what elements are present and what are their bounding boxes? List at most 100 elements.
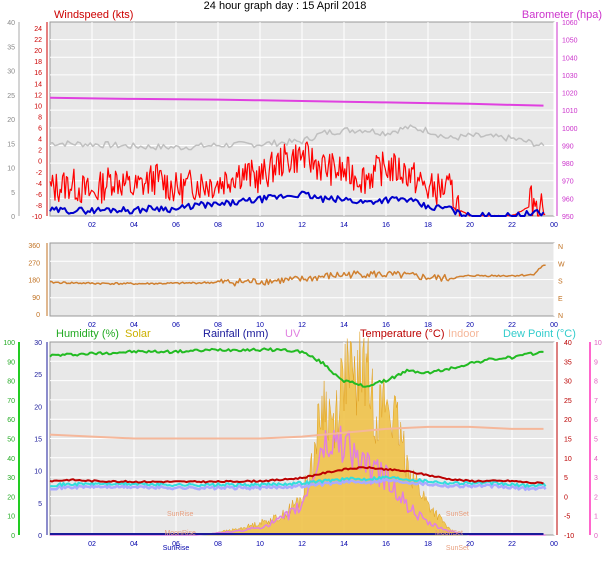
humidity-tick-label: 10 [7, 514, 15, 521]
dew-point-line [49, 475, 547, 488]
temperature-tick-label: 5 [564, 475, 568, 482]
x-tick-label: 00 [550, 222, 558, 229]
barometer-tick-label: 1030 [562, 73, 578, 80]
legend-entry: Solar [125, 328, 151, 340]
left-outer-tick-label: 15 [7, 141, 15, 148]
barometer-line [49, 96, 544, 107]
barometer-tick-label: 950 [562, 214, 574, 221]
x-tick-label: 22 [508, 541, 516, 548]
humidity-tick-label: 40 [7, 456, 15, 463]
x-tick-label: 18 [424, 541, 432, 548]
x-tick-label: 04 [130, 222, 138, 229]
x-tick-label: 08 [214, 322, 222, 329]
left-outer-tick-label: 30 [7, 69, 15, 76]
x-tick-label: 12 [298, 541, 306, 548]
humidity-tick-label: 100 [3, 340, 15, 347]
x-tick-label: 20 [466, 222, 474, 229]
direction-tick-label: 0 [36, 312, 40, 319]
wind-panel-axes: 02 04 06 08 10 12 14 16 18 20 22 000510152025303540… [7, 20, 577, 229]
temp-panel-axes: 02 04 06 08 10 12 14 16 18 20 22 000102030405060708… [3, 340, 602, 548]
windspeed-tick-label: 22 [34, 37, 42, 44]
uv-tick-label: 5 [594, 437, 598, 444]
barometer-tick-label: 980 [562, 161, 574, 168]
legend-entry: UV [285, 328, 301, 340]
rainfall-tick-label: 10 [34, 469, 42, 476]
uv-tick-label: 7 [594, 398, 598, 405]
barometer-axis-label: Barometer (hpa) [522, 9, 602, 21]
wind-barometer-panel: 02 04 06 08 10 12 14 16 18 20 22 000510152025303540… [7, 9, 602, 229]
left-outer-tick-label: 40 [7, 20, 15, 27]
x-tick-label: 14 [340, 322, 348, 329]
rainfall-tick-label: 30 [34, 340, 42, 347]
temperature-tick-label: 20 [564, 417, 572, 424]
x-tick-label: 06 [172, 541, 180, 548]
direction-tick-label: 90 [32, 295, 40, 302]
x-tick-label: 08 [214, 541, 222, 548]
barometer-tick-label: 990 [562, 143, 574, 150]
temp-panel-legend: Humidity (%) Solar Rainfall (mm) UV Temperat… [56, 328, 576, 340]
rainfall-tick-label: 15 [34, 437, 42, 444]
windspeed-tick-label: -8 [36, 203, 42, 210]
annotation-label: SunRise [163, 545, 190, 552]
temperature-tick-label: -5 [564, 514, 570, 521]
direction-tick-label: 360 [28, 243, 40, 250]
barometer-tick-label: 1060 [562, 20, 578, 27]
x-tick-label: 10 [256, 222, 264, 229]
x-tick-label: 02 [88, 222, 96, 229]
x-tick-label: 18 [424, 222, 432, 229]
windspeed-tick-label: 8 [38, 114, 42, 121]
x-tick-label: 14 [340, 541, 348, 548]
x-tick-label: 16 [382, 222, 390, 229]
x-tick-label: 10 [256, 541, 264, 548]
wind-average-line [49, 190, 545, 217]
windspeed-tick-label: 24 [34, 26, 42, 33]
windspeed-tick-label: 10 [34, 103, 42, 110]
temperature-tick-label: -10 [564, 533, 574, 540]
barometer-tick-label: 1050 [562, 38, 578, 45]
rainfall-tick-label: 0 [38, 533, 42, 540]
legend-entry: Rainfall (mm) [203, 328, 268, 340]
humidity-tick-label: 20 [7, 494, 15, 501]
legend-entry: Humidity (%) [56, 328, 119, 340]
x-tick-label: 06 [172, 222, 180, 229]
left-outer-tick-label: 20 [7, 117, 15, 124]
annotation-label: SunSet [446, 545, 469, 552]
compass-tick-label: N [558, 244, 563, 251]
uv-tick-label: 3 [594, 475, 598, 482]
x-tick-label: 10 [256, 322, 264, 329]
rainfall-tick-label: 25 [34, 372, 42, 379]
temperature-tick-label: 15 [564, 437, 572, 444]
temperature-tick-label: 25 [564, 398, 572, 405]
windspeed-tick-label: -6 [36, 192, 42, 199]
x-tick-label: 12 [298, 222, 306, 229]
wind-panel-series [49, 96, 546, 217]
x-tick-label: 00 [550, 541, 558, 548]
humidity-tick-label: 30 [7, 475, 15, 482]
x-tick-label: 04 [130, 322, 138, 329]
x-tick-label: 06 [172, 322, 180, 329]
wind-gust-envelope-line [49, 124, 545, 151]
compass-tick-label: N [558, 313, 563, 320]
temperature-tick-label: 10 [564, 456, 572, 463]
humidity-tick-label: 0 [11, 533, 15, 540]
x-tick-label: 20 [466, 322, 474, 329]
rainfall-tick-label: 20 [34, 404, 42, 411]
left-outer-tick-label: 5 [11, 190, 15, 197]
barometer-tick-label: 960 [562, 196, 574, 203]
x-tick-label: 22 [508, 322, 516, 329]
humidity-tick-label: 80 [7, 379, 15, 386]
direction-tick-label: 180 [28, 278, 40, 285]
x-tick-label: 00 [550, 322, 558, 329]
barometer-tick-label: 1020 [562, 91, 578, 98]
x-tick-label: 16 [382, 541, 390, 548]
barometer-tick-label: 1000 [562, 126, 578, 133]
temperature-tick-label: 0 [564, 494, 568, 501]
chart-title: 24 hour graph day : 15 April 2018 [204, 0, 367, 12]
uv-tick-label: 6 [594, 417, 598, 424]
humidity-line [49, 347, 544, 388]
humidity-tick-label: 60 [7, 417, 15, 424]
compass-tick-label: W [558, 261, 565, 268]
